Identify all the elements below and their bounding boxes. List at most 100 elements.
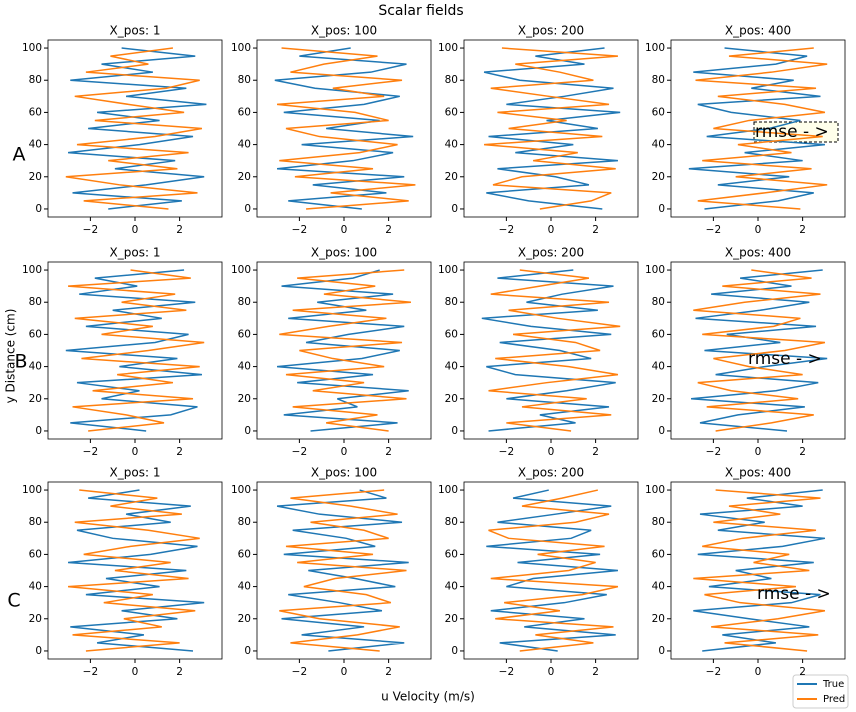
subplot-title: X_pos: 100 — [311, 246, 377, 260]
data-line — [68, 489, 200, 652]
row-label: A — [13, 144, 26, 166]
y-tick-label: 100 — [22, 264, 42, 276]
y-tick-label: 60 — [445, 328, 458, 340]
data-line — [276, 489, 409, 652]
x-tick-label: 2 — [592, 446, 599, 458]
y-tick-label: 60 — [29, 106, 42, 118]
y-tick-label: 80 — [445, 516, 458, 528]
y-tick-label: 80 — [238, 296, 251, 308]
y-tick-label: 20 — [445, 613, 458, 625]
y-tick-label: 20 — [29, 613, 42, 625]
y-tick-label: 40 — [29, 361, 42, 373]
x-tick-label: −2 — [706, 666, 721, 678]
x-tick-label: −2 — [499, 224, 514, 236]
x-tick-label: 0 — [548, 446, 555, 458]
x-tick-label: 0 — [341, 446, 348, 458]
data-line — [68, 489, 205, 652]
x-tick-label: −2 — [706, 224, 721, 236]
x-tick-label: 0 — [755, 446, 762, 458]
y-tick-label: 40 — [238, 581, 251, 593]
y-tick-label: 40 — [652, 139, 665, 151]
y-tick-label: 0 — [35, 425, 42, 437]
y-tick-label: 40 — [445, 581, 458, 593]
subplot-title: X_pos: 100 — [311, 24, 377, 38]
y-tick-label: 100 — [645, 264, 665, 276]
data-line — [486, 489, 618, 652]
x-tick-label: −2 — [292, 666, 307, 678]
y-tick-label: 60 — [29, 328, 42, 340]
y-tick-label: 100 — [22, 484, 42, 496]
subplot-title: X_pos: 1 — [110, 246, 161, 260]
x-tick-label: −2 — [499, 666, 514, 678]
data-line — [691, 269, 828, 432]
x-tick-label: −2 — [83, 666, 98, 678]
subplot-title: X_pos: 100 — [311, 466, 377, 480]
x-tick-label: −2 — [292, 224, 307, 236]
y-tick-label: 40 — [29, 581, 42, 593]
y-tick-label: 20 — [29, 171, 42, 183]
subplot-title: X_pos: 200 — [518, 246, 584, 260]
y-tick-label: 40 — [445, 139, 458, 151]
x-tick-label: −2 — [292, 446, 307, 458]
x-tick-label: 2 — [592, 666, 599, 678]
y-tick-label: 100 — [438, 484, 458, 496]
y-tick-label: 60 — [29, 548, 42, 560]
y-tick-label: 80 — [652, 516, 665, 528]
x-tick-label: 0 — [548, 666, 555, 678]
y-tick-label: 20 — [29, 393, 42, 405]
annotation: rmse - > — [757, 584, 831, 604]
axes-frame — [256, 261, 432, 440]
y-tick-label: 100 — [438, 42, 458, 54]
y-tick-label: 0 — [658, 645, 665, 657]
y-tick-label: 20 — [238, 171, 251, 183]
data-line — [65, 269, 202, 432]
legend-label: Pred — [823, 694, 845, 705]
y-tick-label: 80 — [238, 516, 251, 528]
annotation: rmse - > — [755, 122, 829, 142]
legend-label: True — [822, 679, 844, 690]
y-tick-label: 20 — [652, 171, 665, 183]
y-tick-label: 100 — [22, 42, 42, 54]
data-line — [484, 47, 618, 210]
y-tick-label: 40 — [652, 361, 665, 373]
x-tick-label: 2 — [799, 224, 806, 236]
axes-frame — [670, 481, 846, 660]
y-tick-label: 40 — [238, 139, 251, 151]
data-line — [279, 269, 411, 432]
y-tick-label: 80 — [445, 296, 458, 308]
x-tick-label: 2 — [385, 224, 392, 236]
y-tick-label: 60 — [238, 548, 251, 560]
y-tick-label: 100 — [645, 42, 665, 54]
x-tick-label: 0 — [755, 666, 762, 678]
y-tick-label: 20 — [238, 393, 251, 405]
y-tick-label: 20 — [445, 171, 458, 183]
data-line — [65, 47, 203, 210]
y-tick-label: 100 — [645, 484, 665, 496]
y-tick-label: 0 — [244, 645, 251, 657]
subplot-title: X_pos: 400 — [725, 246, 791, 260]
y-tick-label: 0 — [35, 645, 42, 657]
data-line — [483, 47, 621, 210]
x-tick-label: −2 — [499, 446, 514, 458]
data-line — [693, 489, 826, 652]
subplot-title: X_pos: 1 — [110, 24, 161, 38]
y-tick-label: 20 — [652, 613, 665, 625]
y-tick-label: 80 — [29, 296, 42, 308]
y-tick-label: 0 — [451, 203, 458, 215]
x-axis-label: u Velocity (m/s) — [381, 690, 475, 704]
subplot-title: X_pos: 1 — [110, 466, 161, 480]
y-tick-label: 80 — [29, 74, 42, 86]
x-tick-label: 0 — [341, 224, 348, 236]
x-tick-label: −2 — [83, 224, 98, 236]
data-line — [488, 269, 621, 432]
x-tick-label: −2 — [83, 446, 98, 458]
y-tick-label: 20 — [238, 613, 251, 625]
y-tick-label: 80 — [652, 74, 665, 86]
y-tick-label: 80 — [445, 74, 458, 86]
y-tick-label: 60 — [238, 106, 251, 118]
data-line — [481, 269, 616, 432]
x-tick-label: 2 — [592, 224, 599, 236]
y-tick-label: 60 — [445, 548, 458, 560]
subplot-title: X_pos: 200 — [518, 466, 584, 480]
